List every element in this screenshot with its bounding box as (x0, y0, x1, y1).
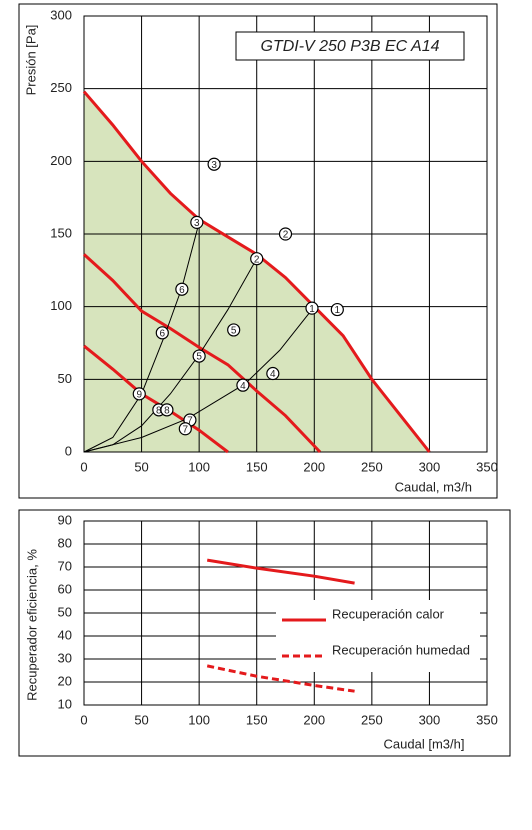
y-tick-label: 300 (50, 7, 72, 22)
marker (190, 215, 204, 229)
marker-label: 7 (187, 416, 193, 427)
annotation: GTDI-V 250 P3B EC A14 (260, 38, 439, 55)
marker (250, 252, 264, 266)
x-tick-label: 300 (419, 459, 441, 474)
figure-frame (18, 3, 498, 499)
legend-label: Recuperación humedad (332, 642, 470, 657)
y-tick-label: 250 (50, 80, 72, 95)
x-axis-label: Caudal, m3/h (395, 479, 472, 494)
y-axis-label: Presión [Pa] (23, 25, 38, 96)
marker (132, 387, 146, 401)
marker-label: 8 (156, 405, 162, 416)
marker (266, 366, 280, 381)
marker-label: 4 (270, 369, 276, 380)
plot-border (83, 520, 488, 706)
y-axis-label: Recuperador eficiencia, % (24, 549, 39, 701)
y-tick-label: 10 (58, 696, 72, 711)
marker (178, 422, 192, 436)
marker (330, 302, 344, 317)
marker (160, 403, 174, 417)
x-tick-label: 100 (188, 712, 210, 727)
marker-label: 5 (231, 326, 237, 337)
marker-label: 4 (240, 381, 246, 392)
y-tick-label: 150 (50, 225, 72, 240)
y-tick-label: 30 (58, 650, 72, 665)
x-tick-label: 350 (476, 459, 498, 474)
x-tick-label: 50 (134, 459, 148, 474)
marker (155, 326, 169, 340)
marker-label: 5 (196, 352, 202, 363)
marker-label: 6 (160, 328, 166, 339)
figure-frame (18, 509, 511, 757)
y-tick-label: 60 (58, 581, 72, 596)
y-tick-label: 100 (50, 298, 72, 313)
x-tick-label: 250 (361, 459, 383, 474)
marker-label: 8 (164, 405, 170, 416)
legend-label: Recuperación calor (332, 606, 445, 621)
marker (175, 282, 189, 296)
marker (192, 349, 206, 363)
series-line (82, 253, 322, 454)
y-tick-label: 200 (50, 153, 72, 168)
y-tick-label: 90 (58, 512, 72, 527)
x-tick-label: 250 (361, 712, 383, 727)
series-line (206, 664, 355, 693)
x-tick-label: 150 (246, 712, 268, 727)
x-tick-label: 0 (80, 712, 87, 727)
marker (305, 301, 319, 315)
x-tick-label: 200 (303, 712, 325, 727)
y-tick-label: 50 (58, 604, 72, 619)
marker-label: 3 (211, 160, 217, 171)
marker-label: 6 (179, 285, 185, 296)
x-tick-label: 300 (419, 712, 441, 727)
y-tick-label: 80 (58, 535, 72, 550)
y-tick-label: 40 (58, 627, 72, 642)
y-tick-label: 0 (65, 443, 72, 458)
marker-label: 9 (136, 390, 142, 401)
y-tick-label: 50 (58, 371, 72, 386)
marker-label: 3 (194, 218, 200, 229)
x-tick-label: 100 (188, 459, 210, 474)
series-line (206, 558, 355, 585)
marker-label: 7 (183, 424, 189, 435)
x-tick-label: 0 (80, 459, 87, 474)
marker-label: 2 (283, 230, 289, 241)
x-tick-label: 150 (246, 459, 268, 474)
x-tick-label: 50 (134, 712, 148, 727)
series-line (83, 222, 200, 453)
marker (278, 227, 293, 241)
marker-label: 2 (254, 254, 260, 265)
y-tick-label: 20 (58, 673, 72, 688)
plot-border (83, 15, 488, 453)
x-tick-label: 350 (476, 712, 498, 727)
legend-box (276, 600, 480, 672)
series-line (83, 306, 315, 453)
marker (236, 378, 250, 392)
marker-label: 1 (335, 305, 341, 316)
marker (207, 157, 221, 171)
series-line (83, 344, 229, 454)
x-tick-label: 200 (303, 459, 325, 474)
marker (227, 323, 241, 337)
marker-label: 1 (309, 304, 315, 315)
x-axis-label: Caudal [m3/h] (384, 736, 465, 751)
y-tick-label: 70 (58, 558, 72, 573)
annotation-box (235, 31, 465, 61)
